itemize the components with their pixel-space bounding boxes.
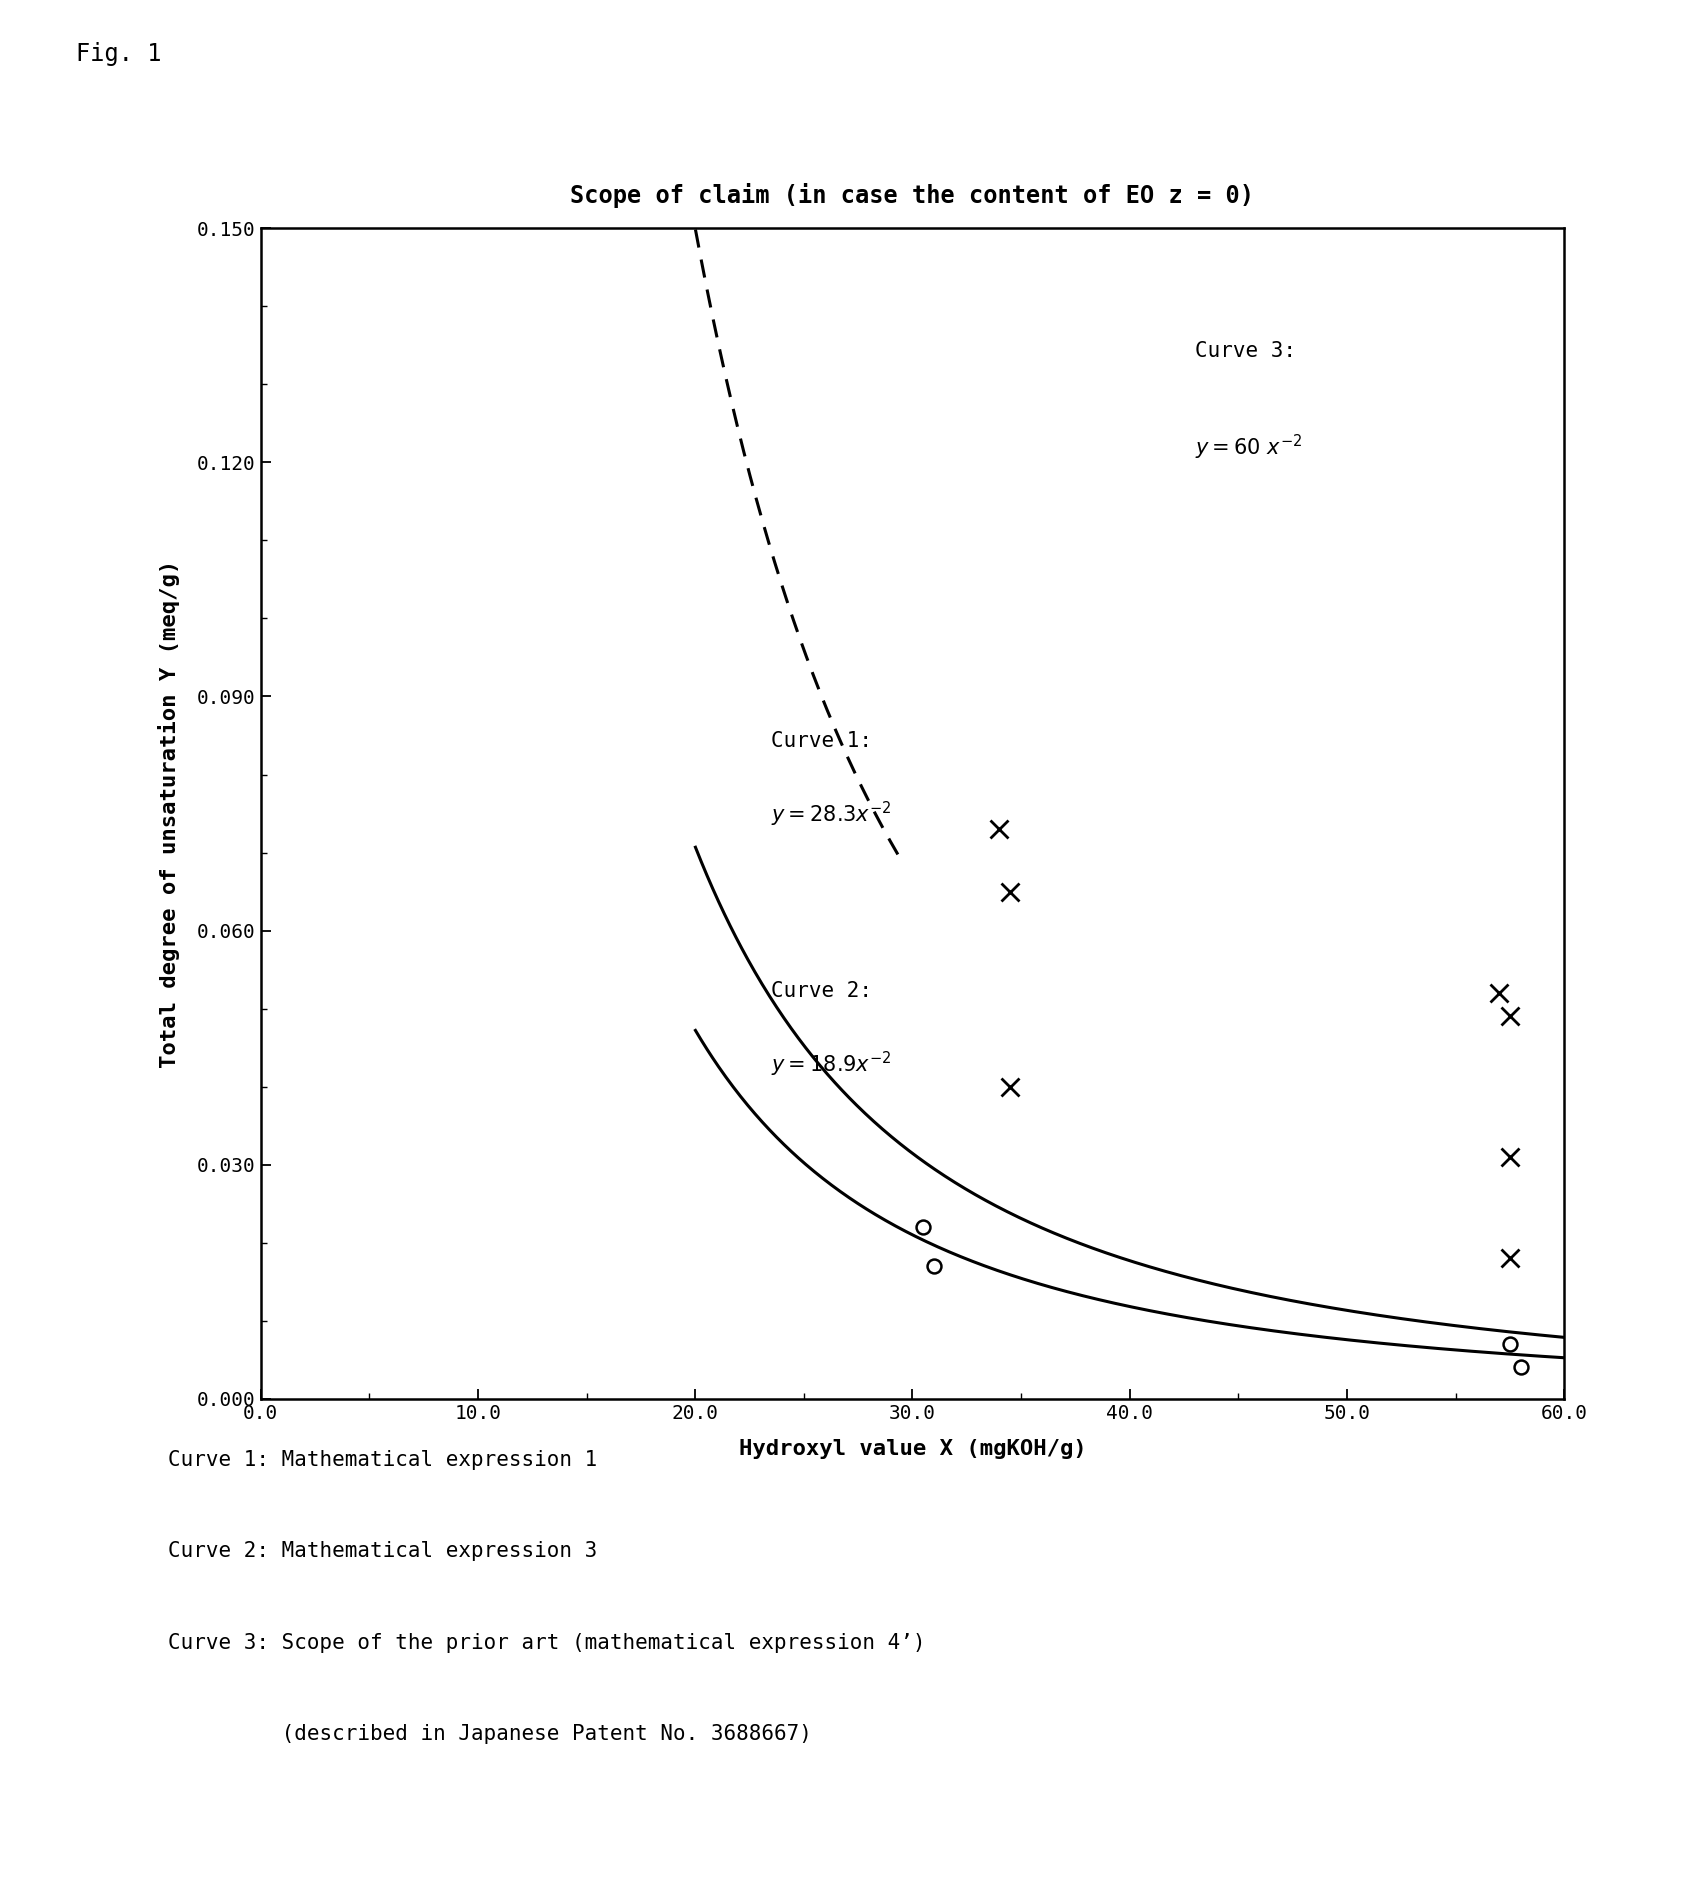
Text: (described in Japanese Patent No. 3688667): (described in Japanese Patent No. 368866… (168, 1724, 812, 1745)
Text: $y = 18.9x^{-2}$: $y = 18.9x^{-2}$ (772, 1050, 891, 1079)
Text: Curve 2:: Curve 2: (772, 980, 873, 1001)
Text: $y = 28.3x^{-2}$: $y = 28.3x^{-2}$ (772, 799, 891, 830)
Text: Curve 2: Mathematical expression 3: Curve 2: Mathematical expression 3 (168, 1541, 597, 1562)
Text: $y = 60\ x^{-2}$: $y = 60\ x^{-2}$ (1194, 434, 1302, 462)
Text: Fig. 1: Fig. 1 (76, 42, 161, 67)
Text: Curve 1: Mathematical expression 1: Curve 1: Mathematical expression 1 (168, 1450, 597, 1471)
Y-axis label: Total degree of unsaturation Y (meq/g): Total degree of unsaturation Y (meq/g) (158, 559, 180, 1068)
Text: Curve 1:: Curve 1: (772, 731, 873, 752)
X-axis label: Hydroxyl value X (mgKOH/g): Hydroxyl value X (mgKOH/g) (738, 1439, 1087, 1460)
Title: Scope of claim (in case the content of EO z = 0): Scope of claim (in case the content of E… (570, 183, 1255, 207)
Text: Curve 3:: Curve 3: (1194, 341, 1295, 362)
Text: Curve 3: Scope of the prior art (mathematical expression 4’): Curve 3: Scope of the prior art (mathema… (168, 1633, 925, 1654)
